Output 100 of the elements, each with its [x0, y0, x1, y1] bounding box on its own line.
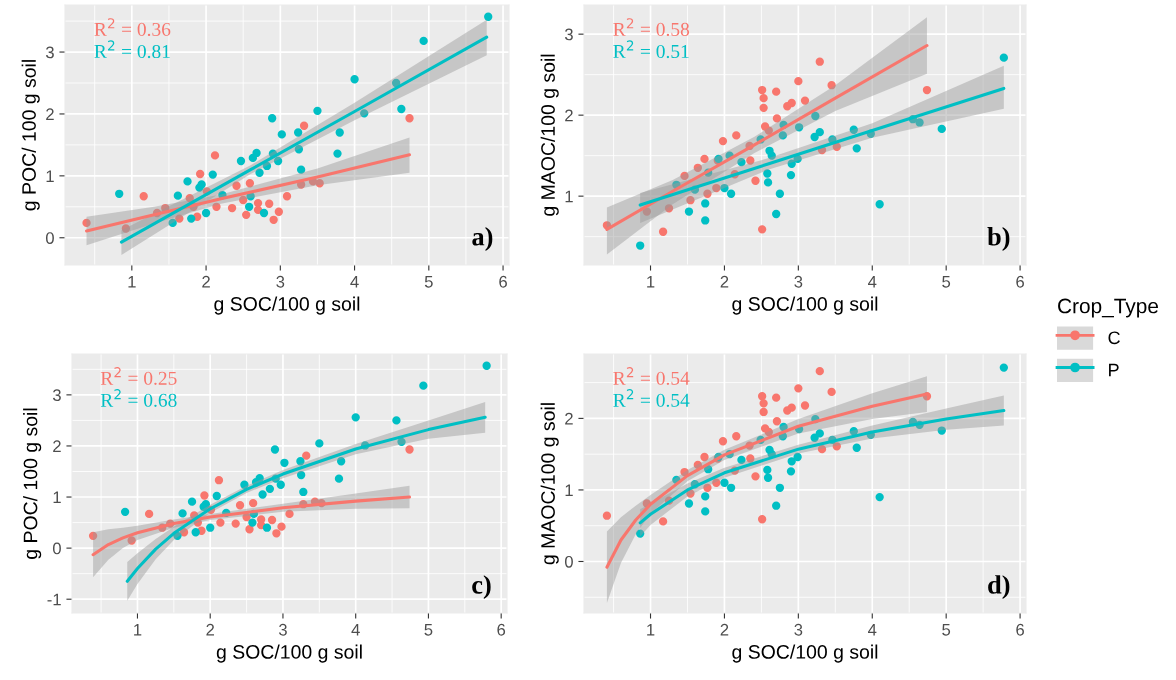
x-tick-label: 2: [202, 275, 210, 288]
point: [712, 478, 721, 487]
point: [772, 114, 782, 123]
point: [173, 191, 183, 200]
point: [915, 118, 924, 127]
point: [242, 210, 251, 220]
point: [244, 202, 254, 211]
point: [658, 517, 668, 526]
annotation: d): [988, 575, 1010, 600]
point: [815, 367, 824, 376]
point: [684, 207, 694, 216]
point: [772, 393, 781, 402]
x-axis-title: g SOC/100 g soil: [214, 296, 360, 315]
y-tick-label: 0: [564, 555, 573, 568]
x-tick-label: 1: [647, 624, 655, 636]
y-tick-label: 1: [565, 484, 573, 496]
annotation: R$^{2}$ = 0.25: [100, 367, 177, 385]
point: [815, 57, 824, 66]
point: [115, 189, 124, 198]
point: [239, 195, 248, 205]
point: [746, 156, 755, 165]
point: [336, 457, 346, 466]
point: [299, 487, 308, 497]
point: [294, 145, 304, 154]
point: [732, 432, 741, 441]
point: [763, 178, 773, 187]
point: [693, 163, 702, 172]
point: [265, 484, 275, 494]
point: [282, 192, 292, 201]
point: [786, 467, 796, 476]
point: [680, 171, 689, 181]
point: [922, 85, 932, 95]
x-tick-label: 5: [942, 276, 951, 288]
annotation: R$^{2}$ = 0.81: [94, 40, 170, 59]
point: [185, 193, 194, 203]
x-axis-title: g SOC/100 g soil: [216, 644, 362, 663]
point: [127, 536, 136, 545]
annotation: R$^{2}$ = 0.58: [613, 18, 690, 37]
point: [703, 189, 712, 198]
point: [139, 192, 148, 201]
point: [270, 445, 280, 454]
point: [875, 492, 884, 502]
point: [277, 130, 286, 139]
point: [240, 480, 249, 489]
point: [794, 123, 804, 132]
point: [763, 169, 772, 178]
point: [360, 109, 369, 118]
point: [800, 401, 810, 410]
y-tick-label: 1: [46, 170, 54, 182]
y-tick-label: 1: [565, 190, 573, 203]
point: [786, 170, 796, 180]
annotation: R$^{2}$ = 0.51: [613, 40, 689, 59]
point: [701, 507, 710, 516]
point: [999, 53, 1008, 62]
annotation: b): [987, 227, 1010, 251]
point: [212, 202, 221, 211]
x-tick-label: 6: [1016, 275, 1024, 288]
x-axis-title: g SOC/100 g soil: [732, 296, 878, 315]
point: [636, 241, 645, 250]
point: [272, 529, 281, 538]
point: [764, 427, 773, 437]
x-tick-label: 4: [868, 624, 877, 636]
x-tick-label: 6: [497, 623, 506, 636]
point: [759, 407, 768, 417]
point: [273, 156, 283, 166]
annotation: R$^{2}$ = 0.68: [100, 389, 177, 407]
point: [302, 451, 311, 460]
y-tick-label: 0: [52, 542, 61, 555]
point: [794, 384, 803, 393]
point: [787, 403, 796, 412]
point: [718, 437, 728, 446]
line-series: [85, 153, 412, 233]
point: [757, 225, 767, 234]
point: [214, 476, 224, 485]
point: [701, 492, 710, 501]
point: [252, 148, 261, 158]
point: [232, 181, 241, 190]
y-tick-label: -1: [47, 593, 61, 606]
x-tick-label: 4: [350, 276, 359, 288]
y-axis-title: g POC/ 100 g soil: [23, 408, 42, 559]
point: [168, 218, 177, 228]
point: [206, 523, 215, 532]
point: [210, 151, 220, 160]
point: [757, 515, 767, 524]
point: [187, 497, 197, 506]
point: [720, 183, 729, 193]
point: [82, 218, 91, 228]
point: [255, 473, 264, 483]
point: [815, 128, 824, 137]
point: [700, 452, 709, 462]
point: [759, 399, 768, 408]
point: [296, 165, 306, 174]
point: [999, 363, 1008, 372]
point: [187, 214, 196, 223]
point: [775, 189, 785, 198]
point: [849, 427, 858, 436]
point: [680, 467, 689, 477]
point: [726, 189, 736, 198]
point: [779, 422, 788, 432]
point: [737, 455, 746, 465]
